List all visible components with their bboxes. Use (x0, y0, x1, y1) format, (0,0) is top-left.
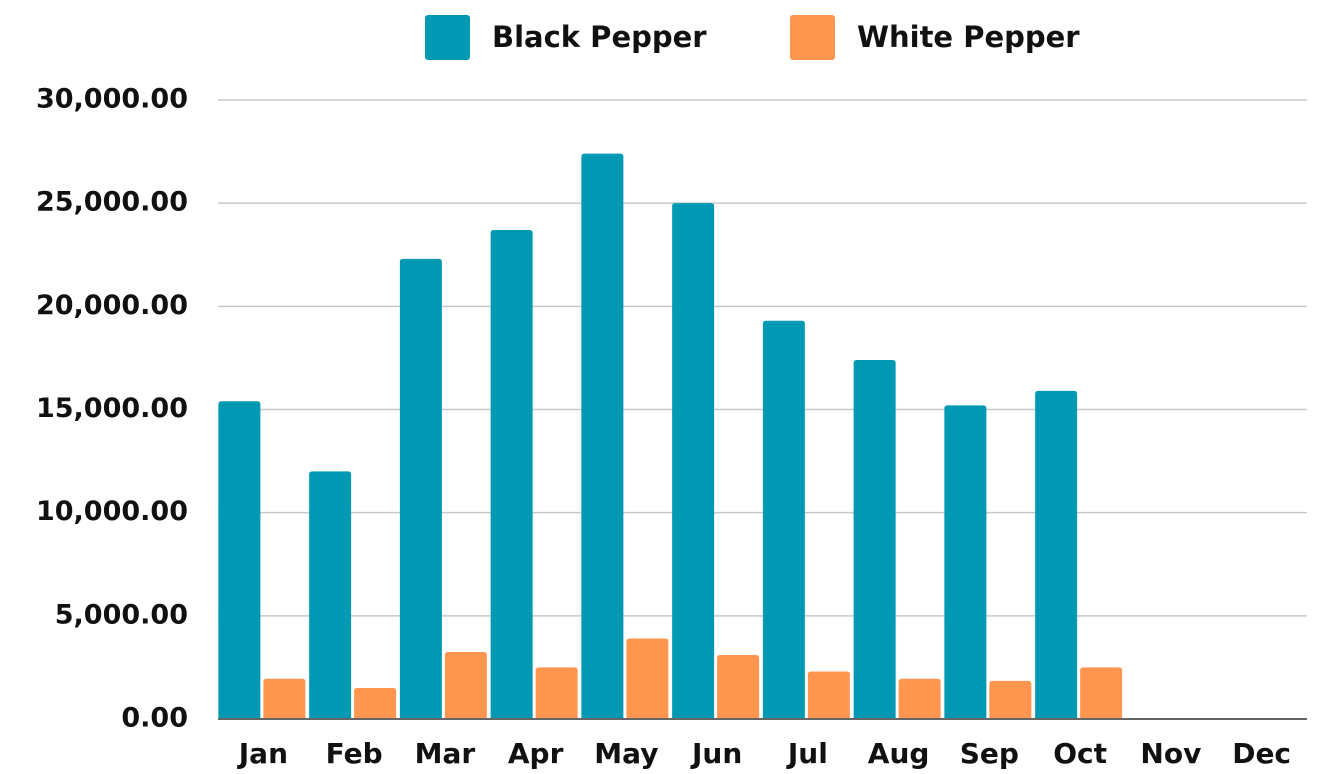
bar (989, 680, 1032, 719)
bar (309, 471, 352, 719)
bar (263, 678, 306, 719)
legend-label: White Pepper (857, 20, 1080, 54)
y-tick-label: 20,000.00 (36, 290, 188, 321)
bar (399, 258, 442, 719)
legend-swatch (425, 15, 470, 60)
x-tick-label: May (594, 737, 658, 770)
bar (444, 651, 487, 719)
bar (853, 359, 896, 719)
x-tick-label: Apr (508, 737, 564, 770)
x-tick-label: Dec (1232, 737, 1291, 770)
x-tick-label: Jun (690, 737, 742, 770)
y-tick-label: 0.00 (121, 703, 188, 734)
bar (354, 688, 397, 719)
y-tick-label: 15,000.00 (36, 393, 188, 424)
x-tick-label: Mar (415, 737, 476, 770)
bar (535, 667, 578, 719)
bar (626, 638, 669, 719)
legend-swatch (790, 15, 835, 60)
bar (1035, 390, 1078, 719)
bar (717, 655, 760, 719)
bar (581, 153, 624, 719)
bar (490, 229, 533, 720)
bar (672, 203, 715, 719)
bar (898, 678, 941, 719)
bar (218, 401, 261, 719)
x-tick-label: Jul (786, 737, 828, 770)
bar (1080, 667, 1123, 719)
legend-label: Black Pepper (492, 20, 707, 54)
y-tick-label: 25,000.00 (36, 187, 188, 218)
x-tick-label: Feb (326, 737, 383, 770)
y-tick-label: 30,000.00 (36, 84, 188, 115)
bar (762, 320, 805, 719)
x-tick-label: Nov (1140, 737, 1201, 770)
bar (807, 671, 850, 719)
x-tick-label: Sep (960, 737, 1019, 770)
x-tick-label: Jan (237, 737, 288, 770)
y-tick-label: 10,000.00 (36, 496, 188, 527)
y-tick-label: 5,000.00 (55, 599, 188, 630)
x-tick-label: Oct (1053, 737, 1107, 770)
bar (944, 405, 987, 719)
x-tick-label: Aug (868, 737, 930, 770)
